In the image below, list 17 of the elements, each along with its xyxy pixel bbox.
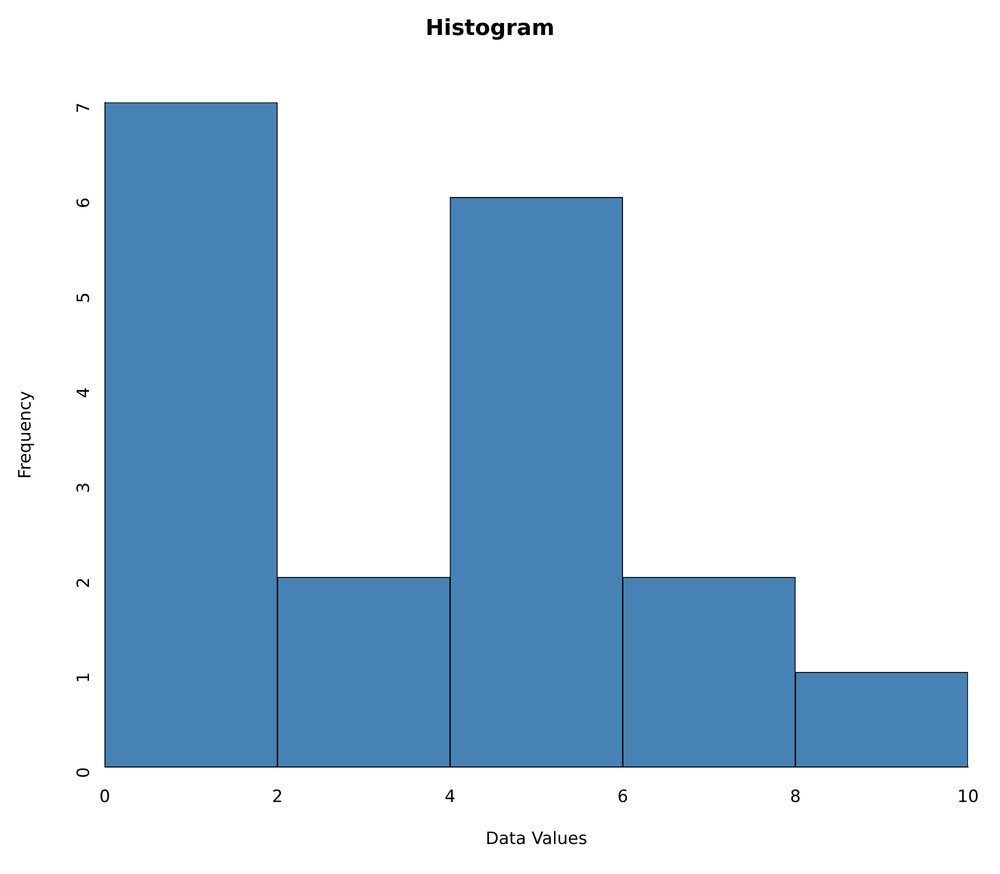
x-tick-label: 8 <box>790 786 801 807</box>
y-tick-label: 4 <box>74 387 94 398</box>
x-tick-label: 0 <box>99 786 110 807</box>
y-axis-title: Frequency <box>16 390 36 479</box>
y-tick-label: 0 <box>74 767 94 778</box>
x-tick-label: 10 <box>957 786 979 807</box>
y-tick-label: 7 <box>74 102 94 114</box>
y-tick-label: 6 <box>74 197 94 208</box>
y-tick-label: 1 <box>74 672 94 684</box>
x-tick-label: 2 <box>272 786 283 807</box>
x-tick-label: 6 <box>617 786 628 807</box>
x-axis-title: Data Values <box>486 829 588 850</box>
x-tick-label: 4 <box>444 786 456 807</box>
y-tick-label: 2 <box>74 577 94 588</box>
y-tick-label: 3 <box>74 482 94 494</box>
chart-title: Histogram <box>425 16 555 41</box>
y-tick-label: 5 <box>74 292 94 304</box>
